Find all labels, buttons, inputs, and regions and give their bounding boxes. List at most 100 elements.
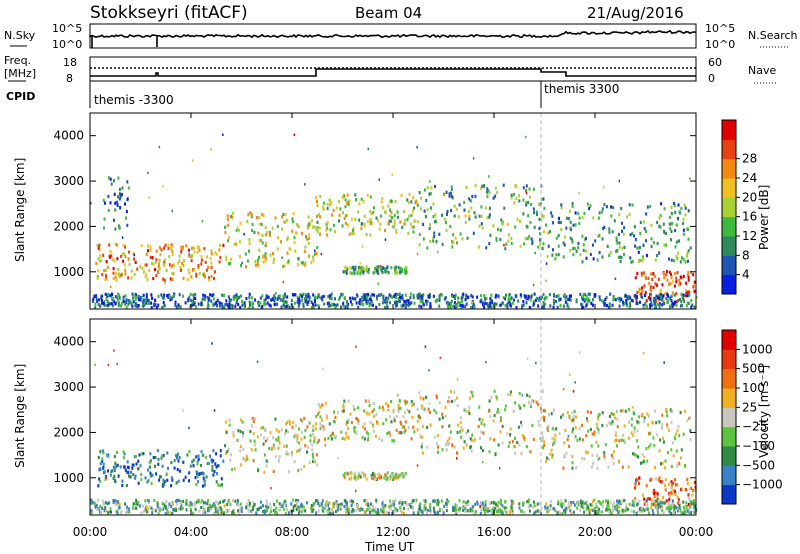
data-cell bbox=[510, 236, 513, 240]
data-cell bbox=[154, 303, 157, 307]
data-cell bbox=[685, 304, 688, 308]
data-cell bbox=[648, 497, 651, 501]
data-cell bbox=[557, 500, 560, 504]
data-cell bbox=[501, 424, 504, 428]
data-cell bbox=[152, 276, 155, 281]
data-cell bbox=[645, 446, 648, 451]
data-cell bbox=[328, 507, 331, 511]
data-cell bbox=[147, 244, 149, 248]
data-cell bbox=[654, 258, 657, 262]
data-cell bbox=[354, 193, 357, 197]
data-cell bbox=[563, 509, 565, 513]
data-cell bbox=[626, 507, 629, 511]
data-cell bbox=[163, 263, 166, 268]
data-cell bbox=[626, 297, 629, 301]
data-cell bbox=[657, 298, 660, 302]
data-cell bbox=[557, 294, 560, 298]
data-cell bbox=[198, 272, 201, 276]
data-cell bbox=[686, 481, 689, 486]
data-cell bbox=[586, 504, 589, 508]
data-cell bbox=[679, 456, 682, 460]
data-cell bbox=[400, 510, 403, 514]
data-cell bbox=[316, 204, 319, 208]
data-cell bbox=[364, 399, 367, 403]
data-cell bbox=[327, 503, 330, 507]
data-cell bbox=[547, 457, 550, 461]
data-cell bbox=[679, 260, 682, 264]
data-cell bbox=[659, 225, 662, 229]
data-cell bbox=[301, 419, 304, 423]
data-cell bbox=[451, 505, 454, 509]
data-cell bbox=[213, 469, 216, 474]
data-cell bbox=[486, 509, 489, 513]
time-axis: 00:00 04:00 08:00 12:00 16:00 20:00 00:00 bbox=[73, 113, 713, 539]
data-cell bbox=[432, 215, 435, 219]
data-cell bbox=[474, 183, 477, 187]
data-cell bbox=[426, 508, 429, 513]
data-cell bbox=[286, 251, 289, 255]
data-cell bbox=[358, 218, 361, 222]
data-cell bbox=[128, 474, 130, 478]
data-cell bbox=[120, 304, 122, 308]
data-cell bbox=[530, 203, 533, 207]
data-cell bbox=[219, 449, 222, 453]
data-cell bbox=[471, 509, 474, 513]
data-cell bbox=[158, 262, 161, 266]
data-cell bbox=[605, 205, 608, 209]
data-cell bbox=[135, 498, 138, 502]
data-cell bbox=[359, 272, 362, 276]
data-cell bbox=[233, 512, 235, 516]
data-cell bbox=[203, 297, 206, 302]
data-cell bbox=[125, 298, 128, 302]
data-cell bbox=[444, 414, 447, 418]
data-cell bbox=[455, 512, 458, 516]
data-cell bbox=[278, 502, 281, 506]
data-cell bbox=[648, 432, 650, 436]
data-cell bbox=[109, 507, 112, 511]
data-cell bbox=[278, 455, 281, 459]
data-cell bbox=[474, 194, 477, 198]
data-cell bbox=[256, 258, 259, 262]
data-cell bbox=[529, 403, 532, 407]
data-cell bbox=[428, 402, 431, 405]
data-cell bbox=[517, 299, 520, 303]
data-cell bbox=[114, 461, 117, 465]
data-cell bbox=[666, 278, 669, 282]
data-cell bbox=[506, 302, 509, 306]
data-cell bbox=[528, 187, 531, 191]
data-cell bbox=[175, 456, 178, 460]
data-cell bbox=[675, 254, 678, 258]
data-cell bbox=[689, 507, 692, 511]
data-cell bbox=[273, 299, 276, 303]
data-cell bbox=[618, 245, 621, 249]
data-cell bbox=[378, 475, 381, 479]
data-cell bbox=[435, 411, 438, 415]
data-cell bbox=[295, 499, 298, 503]
data-cell bbox=[378, 473, 381, 477]
data-cell bbox=[617, 255, 620, 260]
data-cell bbox=[429, 423, 432, 427]
data-cell bbox=[375, 500, 378, 504]
data-cell bbox=[399, 295, 402, 299]
data-cell bbox=[555, 253, 558, 257]
data-cell bbox=[405, 268, 408, 272]
data-cell bbox=[416, 407, 419, 411]
data-cell bbox=[149, 452, 152, 456]
data-cell bbox=[218, 248, 221, 252]
data-cell bbox=[355, 431, 357, 436]
data-cell bbox=[127, 257, 130, 261]
data-cell bbox=[93, 501, 96, 505]
data-cell bbox=[624, 441, 627, 445]
data-cell bbox=[300, 504, 303, 508]
data-cell bbox=[448, 194, 451, 198]
data-cell bbox=[497, 500, 500, 504]
data-cell bbox=[631, 260, 634, 264]
data-cell bbox=[110, 182, 113, 186]
data-cell bbox=[526, 297, 529, 301]
data-cell bbox=[118, 296, 121, 300]
data-cell bbox=[581, 303, 584, 307]
data-cell bbox=[211, 294, 214, 298]
data-cell bbox=[231, 215, 234, 219]
data-cell bbox=[174, 300, 177, 304]
data-cell bbox=[693, 504, 696, 508]
